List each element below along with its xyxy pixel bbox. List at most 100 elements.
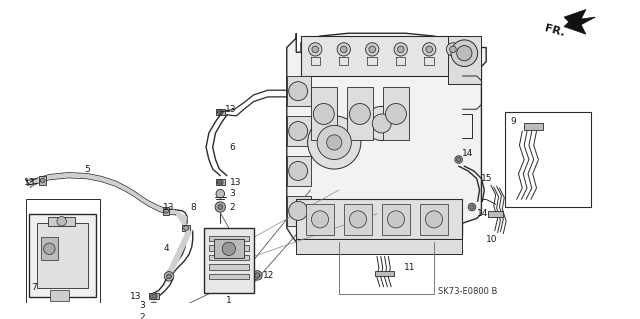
Text: 7: 7 xyxy=(31,283,37,292)
Circle shape xyxy=(150,293,157,300)
Bar xyxy=(209,235,249,241)
Bar xyxy=(488,211,503,217)
Circle shape xyxy=(152,294,156,298)
Circle shape xyxy=(216,189,225,198)
Circle shape xyxy=(152,313,156,318)
Circle shape xyxy=(289,161,308,181)
Text: 6: 6 xyxy=(230,143,236,152)
Bar xyxy=(383,87,409,140)
Bar xyxy=(448,36,481,84)
Circle shape xyxy=(340,46,347,53)
Text: 9: 9 xyxy=(510,117,516,126)
Circle shape xyxy=(253,271,262,280)
Text: 2: 2 xyxy=(230,203,236,211)
Circle shape xyxy=(365,106,399,141)
Bar xyxy=(204,228,253,293)
Text: 1: 1 xyxy=(226,296,232,305)
Text: 11: 11 xyxy=(404,263,415,272)
Circle shape xyxy=(450,46,456,53)
Bar xyxy=(26,199,100,307)
Circle shape xyxy=(426,211,442,228)
Circle shape xyxy=(184,226,188,230)
Circle shape xyxy=(40,178,45,183)
Bar xyxy=(306,204,334,234)
Circle shape xyxy=(422,43,436,56)
Circle shape xyxy=(349,104,371,124)
Circle shape xyxy=(457,46,472,61)
Circle shape xyxy=(385,104,406,124)
Bar xyxy=(209,245,249,251)
Bar xyxy=(41,237,58,260)
Bar xyxy=(40,176,46,185)
Bar xyxy=(287,156,310,186)
Circle shape xyxy=(166,274,172,279)
Bar xyxy=(149,293,159,299)
Circle shape xyxy=(218,180,223,185)
Text: 8: 8 xyxy=(190,203,196,211)
Bar xyxy=(375,271,394,276)
Bar xyxy=(347,87,373,140)
Polygon shape xyxy=(287,33,486,242)
Polygon shape xyxy=(564,10,595,34)
Bar xyxy=(216,180,225,185)
Text: 13: 13 xyxy=(163,203,175,211)
Bar xyxy=(29,214,96,297)
Polygon shape xyxy=(37,173,175,215)
Bar xyxy=(163,207,170,215)
Bar xyxy=(182,225,190,231)
Polygon shape xyxy=(166,231,193,273)
Bar xyxy=(49,217,75,226)
Circle shape xyxy=(372,114,391,133)
Circle shape xyxy=(455,156,463,163)
Circle shape xyxy=(164,208,168,213)
Text: 12: 12 xyxy=(263,271,275,280)
Circle shape xyxy=(397,46,404,53)
Circle shape xyxy=(369,46,376,53)
Circle shape xyxy=(255,273,260,278)
Circle shape xyxy=(446,43,460,56)
Text: 13: 13 xyxy=(130,292,141,301)
Circle shape xyxy=(394,43,408,56)
Polygon shape xyxy=(30,179,37,187)
Circle shape xyxy=(470,205,474,209)
Text: 2: 2 xyxy=(140,313,145,319)
Circle shape xyxy=(337,43,350,56)
Circle shape xyxy=(215,202,225,212)
Circle shape xyxy=(219,110,222,114)
Text: 13: 13 xyxy=(225,105,237,114)
Circle shape xyxy=(387,211,404,228)
Circle shape xyxy=(150,302,157,310)
Circle shape xyxy=(219,181,222,184)
Circle shape xyxy=(317,125,351,160)
Circle shape xyxy=(312,46,319,53)
Bar xyxy=(301,36,461,76)
Circle shape xyxy=(426,46,433,53)
Circle shape xyxy=(308,43,322,56)
Bar xyxy=(287,116,310,146)
Circle shape xyxy=(289,122,308,141)
Bar xyxy=(381,204,410,234)
Text: 14: 14 xyxy=(463,149,474,158)
Circle shape xyxy=(57,217,67,226)
Circle shape xyxy=(468,203,476,211)
Text: 13: 13 xyxy=(230,178,241,187)
Bar xyxy=(209,255,249,260)
Bar xyxy=(296,199,463,239)
Bar xyxy=(37,223,88,288)
Bar xyxy=(505,112,591,207)
Circle shape xyxy=(218,205,223,209)
Bar xyxy=(287,196,310,226)
Bar xyxy=(51,290,69,301)
Circle shape xyxy=(451,40,477,66)
Circle shape xyxy=(289,201,308,220)
Bar xyxy=(296,239,463,254)
Text: 4: 4 xyxy=(163,244,169,253)
Bar xyxy=(214,239,244,258)
Circle shape xyxy=(365,43,379,56)
Text: 3: 3 xyxy=(140,301,145,310)
Bar xyxy=(216,109,225,115)
Text: 15: 15 xyxy=(481,174,493,183)
Circle shape xyxy=(218,109,223,115)
Text: 14: 14 xyxy=(477,209,488,218)
Circle shape xyxy=(349,211,367,228)
